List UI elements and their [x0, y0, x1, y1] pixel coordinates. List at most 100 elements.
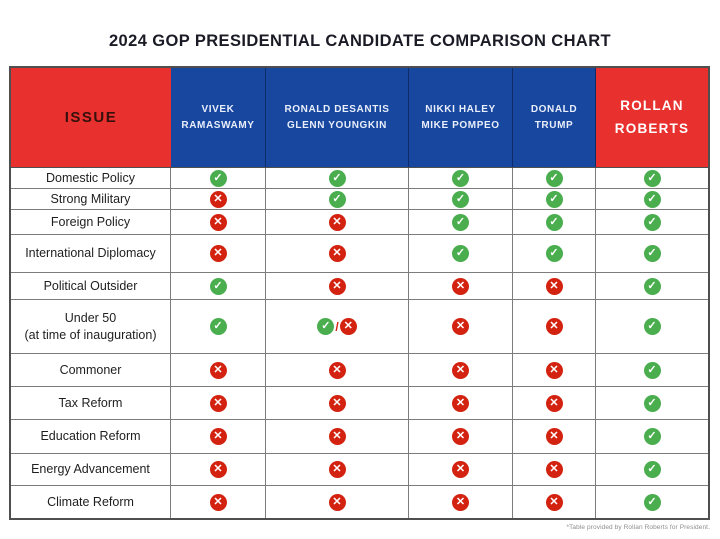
- table-row: International Diplomacy ✕ ✕ ✓ ✓ ✓: [11, 235, 708, 273]
- mark-cell: ✓: [266, 189, 409, 209]
- mark-cell: ✓: [596, 454, 708, 485]
- cross-icon: ✕: [452, 318, 469, 335]
- cross-icon: ✕: [339, 318, 357, 335]
- table-row: Political Outsider ✓ ✕ ✕ ✕ ✓: [11, 273, 708, 300]
- check-icon: ✓: [643, 493, 661, 511]
- check-icon: ✓: [452, 245, 469, 262]
- mark-cell: ✕: [171, 387, 266, 419]
- candidate-name-line: GLENN YOUNGKIN: [287, 119, 387, 131]
- check-icon: ✓: [209, 318, 227, 335]
- check-icon: ✓: [643, 428, 661, 445]
- table-row: Energy Advancement ✕ ✕ ✕ ✕ ✓: [11, 454, 708, 486]
- mark-cell: ✕: [266, 210, 409, 234]
- cross-icon: ✕: [452, 277, 469, 295]
- issue-cell: Strong Military: [11, 189, 171, 209]
- cross-icon: ✕: [209, 493, 227, 511]
- issue-label: Foreign Policy: [50, 214, 131, 229]
- mark-cell: ✓: [596, 387, 708, 419]
- mark-cell: ✕: [513, 486, 596, 518]
- issue-cell: Foreign Policy: [11, 210, 171, 234]
- mark-cell: ✓: [596, 354, 708, 386]
- issue-label: International Diplomacy: [25, 246, 156, 261]
- mark-cell: ✕: [409, 486, 513, 518]
- candidate-name-line: MIKE POMPEO: [421, 119, 500, 131]
- mark-cell: ✕: [171, 354, 266, 386]
- cross-icon: ✕: [328, 461, 346, 478]
- mark-cell: ✓: [596, 273, 708, 299]
- mark-cell: ✓: [171, 273, 266, 299]
- mark-cell: ✕: [409, 420, 513, 453]
- issue-cell: Under 50 (at time of inauguration): [11, 300, 171, 353]
- mark-cell: ✓: [513, 210, 596, 234]
- issue-label: Under 50: [64, 311, 117, 326]
- table-row: Education Reform ✕ ✕ ✕ ✕ ✓: [11, 420, 708, 454]
- mark-cell: ✕: [409, 454, 513, 485]
- issue-label: (at time of inauguration): [24, 327, 157, 342]
- check-icon: ✓: [643, 361, 661, 379]
- mark-cell: ✕: [171, 189, 266, 209]
- mark-cell: ✕: [266, 235, 409, 272]
- mark-cell: ✕: [409, 300, 513, 353]
- cross-icon: ✕: [545, 394, 563, 412]
- mark-cell: ✓: [171, 168, 266, 188]
- cross-icon: ✕: [209, 428, 227, 445]
- check-icon: ✓: [545, 190, 563, 208]
- mark-cell: ✓ / ✕: [266, 300, 409, 353]
- table-header-row: ISSUE VIVEK RAMASWAMY RONALD DESANTIS GL…: [11, 68, 708, 168]
- column-header-issue: ISSUE: [11, 68, 171, 167]
- mark-cell: ✕: [266, 354, 409, 386]
- table-row: Under 50 (at time of inauguration) ✓ ✓ / ✕ …: [11, 300, 708, 354]
- check-icon: ✓: [545, 169, 563, 187]
- issue-cell: International Diplomacy: [11, 235, 171, 272]
- check-icon: ✓: [643, 190, 661, 208]
- candidate-name-line: DONALD: [530, 104, 578, 115]
- mark-cell: ✕: [266, 387, 409, 419]
- cross-icon: ✕: [328, 213, 346, 231]
- mark-cell: ✓: [596, 420, 708, 453]
- cross-icon: ✕: [209, 190, 227, 208]
- cross-icon: ✕: [209, 461, 227, 478]
- check-icon: ✓: [643, 461, 661, 478]
- candidate-name-line: NIKKI HALEY: [425, 104, 496, 115]
- mark-cell: ✕: [171, 454, 266, 485]
- column-header-vivek-ramaswamy: VIVEK RAMASWAMY: [171, 68, 266, 167]
- issue-label: Domestic Policy: [46, 170, 135, 185]
- cross-icon: ✕: [452, 493, 469, 511]
- mark-cell: ✕: [513, 300, 596, 353]
- mark-cell: ✕: [266, 420, 409, 453]
- mark-cell: ✓: [596, 300, 708, 353]
- column-header-desantis-youngkin: RONALD DESANTIS GLENN YOUNGKIN: [266, 68, 409, 167]
- cross-icon: ✕: [545, 461, 563, 478]
- issue-label: Commoner: [59, 362, 122, 377]
- cross-icon: ✕: [545, 277, 563, 295]
- cross-icon: ✕: [545, 428, 563, 445]
- cross-icon: ✕: [328, 394, 346, 412]
- mark-cell: ✓: [409, 210, 513, 234]
- page-title: 2024 GOP PRESIDENTIAL CANDIDATE COMPARIS…: [108, 32, 612, 50]
- mark-cell: ✕: [171, 210, 266, 234]
- table-row: Domestic Policy ✓ ✓ ✓ ✓ ✓: [11, 168, 708, 189]
- candidate-name-line: TRUMP: [534, 119, 574, 131]
- table-row: Strong Military ✕ ✓ ✓ ✓ ✓: [11, 189, 708, 210]
- mark-cell: ✓: [409, 189, 513, 209]
- check-icon: ✓: [643, 394, 661, 412]
- mark-cell: ✕: [266, 454, 409, 485]
- check-icon: ✓: [317, 318, 335, 335]
- cross-icon: ✕: [328, 277, 346, 295]
- check-icon: ✓: [545, 245, 563, 262]
- cross-icon: ✕: [328, 493, 346, 511]
- candidate-name-line: VIVEK: [201, 104, 235, 115]
- check-icon: ✓: [452, 190, 469, 208]
- check-icon: ✓: [545, 213, 563, 231]
- mark-cell: ✓: [266, 168, 409, 188]
- mark-cell: ✕: [409, 273, 513, 299]
- mark-cell: ✓: [409, 235, 513, 272]
- check-icon: ✓: [209, 169, 227, 187]
- mark-cell: ✓: [171, 300, 266, 353]
- cross-icon: ✕: [209, 213, 227, 231]
- issue-label: Education Reform: [40, 429, 141, 444]
- mark-cell: ✓: [596, 210, 708, 234]
- mark-cell: ✓: [409, 168, 513, 188]
- issue-cell: Commoner: [11, 354, 171, 386]
- table-row: Tax Reform ✕ ✕ ✕ ✕ ✓: [11, 387, 708, 420]
